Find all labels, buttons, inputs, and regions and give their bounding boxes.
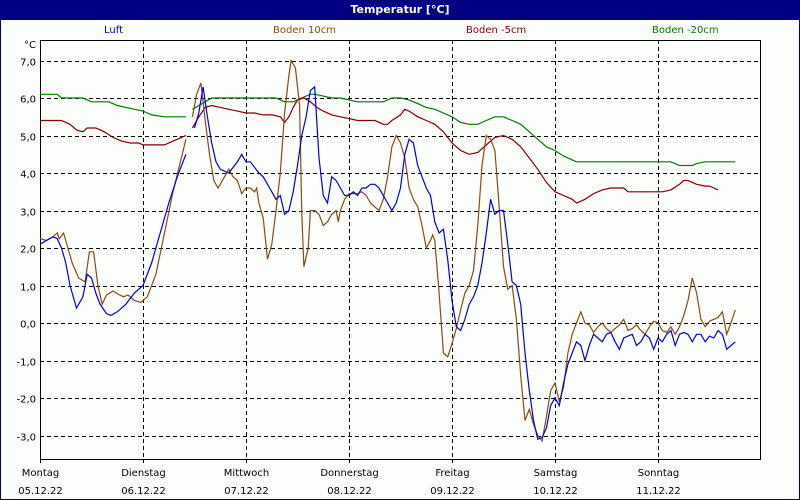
y-tick-label: 7,0 — [20, 58, 36, 69]
x-tick-day: Sonntag — [638, 468, 680, 479]
series-line-boden-5cm — [40, 119, 187, 146]
y-tick-label: 2,0 — [20, 245, 36, 256]
x-tick-date: 07.12.22 — [224, 486, 269, 497]
x-tick-day: Dienstag — [121, 468, 166, 479]
x-tick-day: Mittwoch — [224, 468, 269, 479]
y-tick-label: 5,0 — [20, 133, 36, 144]
series-line-boden-20cm — [40, 93, 186, 118]
legend-luft: Luft — [104, 25, 123, 36]
x-tick-date: 09.12.22 — [430, 486, 475, 497]
x-tick-day: Donnerstag — [320, 468, 378, 479]
y-tick-label: -2,0 — [16, 395, 36, 406]
x-tick-date: 06.12.22 — [121, 486, 166, 497]
legend-boden-20cm: Boden -20cm — [652, 25, 719, 36]
series-line-luft — [39, 154, 187, 317]
y-tick-label: 1,0 — [20, 283, 36, 294]
x-tick-day: Samstag — [534, 468, 578, 479]
series-line-boden-10cm — [39, 139, 187, 307]
y-tick-label: 6,0 — [20, 95, 36, 106]
y-tick-label: 0,0 — [20, 320, 36, 331]
x-tick-date: 08.12.22 — [327, 486, 372, 497]
legend-boden-5cm: Boden -5cm — [466, 25, 527, 36]
chart-title: Temperatur [°C] — [0, 0, 800, 20]
x-tick-date: 11.12.22 — [636, 486, 681, 497]
series-line-boden-10cm — [191, 58, 736, 443]
y-tick-label: -3,0 — [16, 433, 36, 444]
series-line-luft — [193, 85, 736, 441]
y-unit-label: °C — [24, 40, 36, 51]
x-tick-day: Montag — [22, 468, 59, 479]
plot-area-border — [40, 40, 761, 460]
y-tick-label: 3,0 — [20, 208, 36, 219]
x-tick-date: 05.12.22 — [18, 486, 63, 497]
y-tick-label: -1,0 — [16, 358, 36, 369]
x-tick-day: Freitag — [435, 468, 469, 479]
series-line-boden-20cm — [192, 93, 736, 167]
y-tick-label: 4,0 — [20, 170, 36, 181]
x-tick-date: 10.12.22 — [533, 486, 578, 497]
legend-boden-10cm: Boden 10cm — [273, 25, 336, 36]
series-line-boden-5cm — [191, 97, 719, 204]
